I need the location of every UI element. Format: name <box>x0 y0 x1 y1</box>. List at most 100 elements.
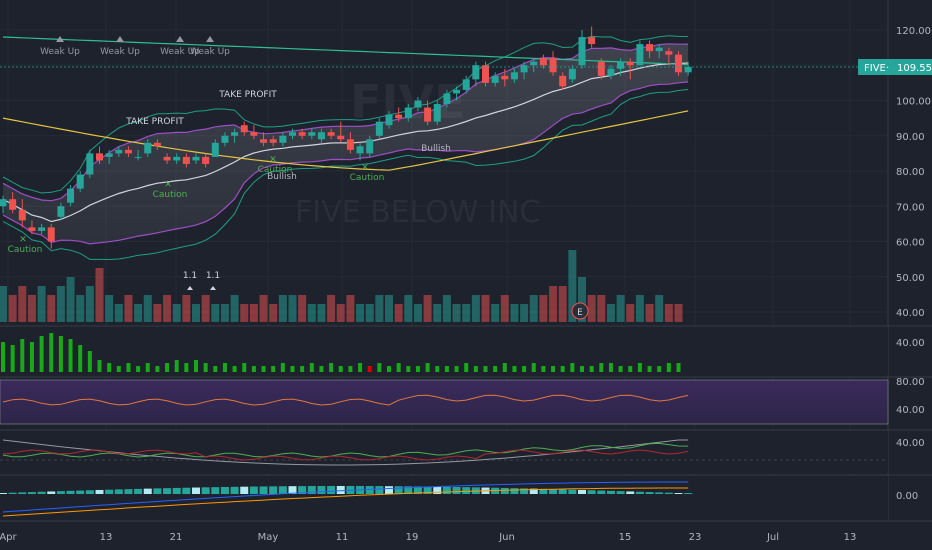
svg-text:Weak Up: Weak Up <box>100 47 140 57</box>
candle[interactable] <box>86 149 94 179</box>
candle[interactable] <box>366 135 374 157</box>
price-axis[interactable] <box>888 0 932 520</box>
candle[interactable] <box>539 54 547 69</box>
macd-bar <box>635 491 644 494</box>
candle[interactable] <box>462 75 470 94</box>
candle[interactable] <box>684 61 692 76</box>
candle[interactable] <box>665 47 673 66</box>
candle[interactable] <box>250 125 258 140</box>
candle[interactable] <box>192 153 200 164</box>
candle[interactable] <box>289 128 296 140</box>
candle[interactable] <box>404 104 412 122</box>
candle[interactable] <box>38 223 46 235</box>
volume-bar <box>549 286 558 322</box>
candle[interactable] <box>414 96 422 112</box>
candle[interactable] <box>67 185 75 207</box>
candle[interactable] <box>433 100 441 126</box>
volume-bar <box>8 295 17 322</box>
candle[interactable] <box>568 65 576 83</box>
candle[interactable] <box>134 149 142 161</box>
candle[interactable] <box>0 195 7 214</box>
candle[interactable] <box>57 202 65 221</box>
volume-bar <box>365 304 374 322</box>
price-label: 70.00 <box>896 202 925 213</box>
candle[interactable] <box>510 68 518 83</box>
oscillator-bar <box>319 366 324 372</box>
macd-bar <box>124 489 133 494</box>
candle[interactable] <box>607 65 615 80</box>
candle[interactable] <box>105 149 113 164</box>
candle[interactable] <box>317 128 325 143</box>
svg-text:✕: ✕ <box>269 155 277 165</box>
candle[interactable] <box>298 128 306 140</box>
candle[interactable] <box>124 146 132 157</box>
candle[interactable] <box>337 121 345 143</box>
volume-bar <box>76 295 85 322</box>
candle[interactable] <box>346 132 354 154</box>
time-label: 15 <box>619 532 632 543</box>
candle[interactable] <box>491 72 499 87</box>
candle[interactable] <box>47 223 55 249</box>
candle[interactable] <box>559 72 567 90</box>
candle[interactable] <box>375 118 383 140</box>
indicator-pane-1[interactable] <box>0 327 888 375</box>
oscillator-bar <box>580 366 584 372</box>
indicator-pane-2[interactable] <box>0 379 889 425</box>
candle[interactable] <box>424 100 432 126</box>
candle[interactable] <box>231 128 239 143</box>
candle[interactable] <box>18 199 26 228</box>
candle[interactable] <box>356 142 364 161</box>
candle[interactable] <box>530 58 538 73</box>
indicator-pane-3[interactable] <box>0 431 888 473</box>
candle[interactable] <box>501 68 509 87</box>
candle[interactable] <box>9 192 17 214</box>
candle[interactable] <box>327 128 335 140</box>
candle[interactable] <box>202 153 210 168</box>
candle[interactable] <box>144 139 152 157</box>
time-label: 21 <box>170 532 183 543</box>
candle[interactable] <box>597 58 605 80</box>
candle[interactable] <box>626 58 634 80</box>
candle[interactable] <box>646 40 654 59</box>
candle[interactable] <box>221 132 229 147</box>
macd-bar <box>163 488 172 494</box>
candle[interactable] <box>443 89 451 108</box>
candle[interactable] <box>115 146 123 157</box>
macd-bar <box>394 486 403 494</box>
candlesticks[interactable] <box>0 26 692 249</box>
volume-bar <box>491 304 500 322</box>
candle[interactable] <box>163 153 171 164</box>
candle[interactable] <box>472 61 480 87</box>
candle[interactable] <box>636 40 644 66</box>
candle[interactable] <box>279 132 287 147</box>
candle[interactable] <box>549 51 557 76</box>
candle[interactable] <box>453 86 461 101</box>
candle[interactable] <box>96 146 103 164</box>
time-axis[interactable] <box>0 522 932 550</box>
candle[interactable] <box>173 153 181 164</box>
candle[interactable] <box>28 220 36 235</box>
candle[interactable] <box>588 26 596 48</box>
candle[interactable] <box>211 139 219 157</box>
oscillator-bar <box>367 366 372 372</box>
candle[interactable] <box>182 153 190 168</box>
candle[interactable] <box>260 132 268 147</box>
candle[interactable] <box>308 128 316 140</box>
candle[interactable] <box>578 30 586 69</box>
volume-bar <box>375 295 384 322</box>
price-label: 40.00 <box>896 308 925 319</box>
candle[interactable] <box>655 44 663 59</box>
candle[interactable] <box>153 139 161 150</box>
candle[interactable] <box>240 121 248 136</box>
candle[interactable] <box>395 107 403 122</box>
annotation-bullish: Bullish <box>267 172 297 182</box>
candle[interactable] <box>385 111 393 129</box>
candle[interactable] <box>76 171 84 193</box>
candle[interactable] <box>520 61 528 80</box>
candle[interactable] <box>482 61 489 87</box>
indicator-pane-4[interactable] <box>0 476 888 520</box>
volume-bar <box>307 304 316 322</box>
candle[interactable] <box>269 135 277 147</box>
candle[interactable] <box>675 51 682 76</box>
